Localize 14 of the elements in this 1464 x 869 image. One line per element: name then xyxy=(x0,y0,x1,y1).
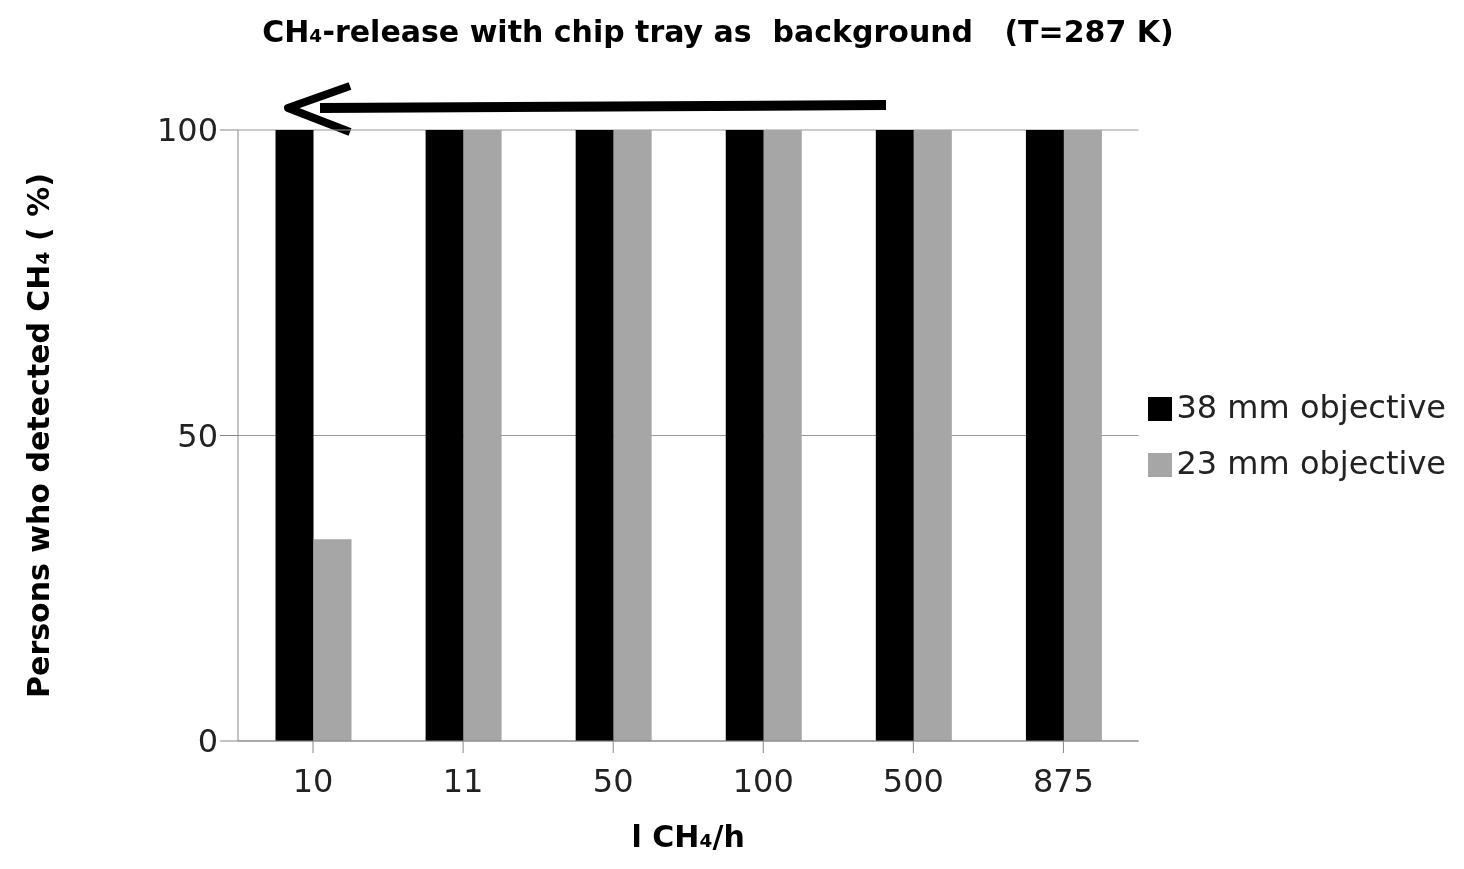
y-axis-title: Persons who detected CH₄ ( %) xyxy=(20,173,56,698)
y-tick-label: 50 xyxy=(177,416,218,455)
x-tick-label: 50 xyxy=(592,761,634,800)
y-tick-label: 0 xyxy=(197,722,218,761)
x-tick-label: 10 xyxy=(292,761,334,800)
x-tick-label: 875 xyxy=(1032,761,1094,800)
legend-label: 38 mm objective xyxy=(1176,387,1446,426)
x-tick-label: 500 xyxy=(882,761,944,800)
x-axis-title: l CH₄/h xyxy=(631,819,745,854)
x-tick-label: 100 xyxy=(732,761,794,800)
legend-label: 23 mm objective xyxy=(1176,443,1446,482)
y-tick-label: 100 xyxy=(156,111,218,150)
x-tick-label: 11 xyxy=(442,761,484,800)
chart-title: CH₄-release with chip tray as background (T=287 K) xyxy=(261,14,1175,49)
